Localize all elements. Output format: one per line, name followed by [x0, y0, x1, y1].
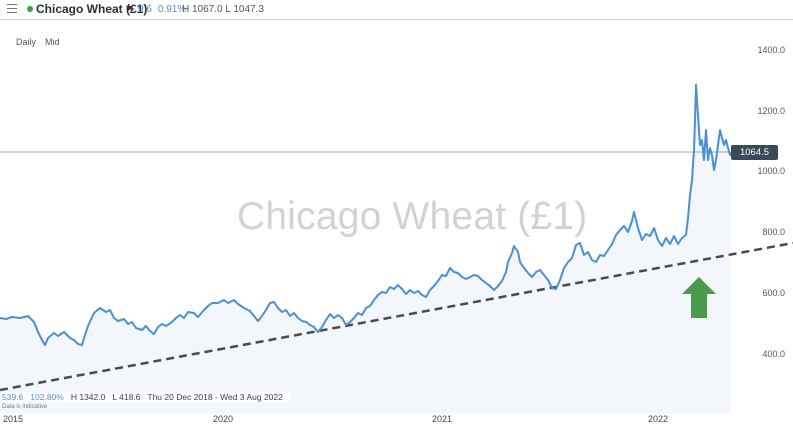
hamburger-menu-icon[interactable]: [7, 4, 17, 13]
range-low: L 418.6: [112, 392, 141, 402]
x-axis-label: 2020: [213, 414, 234, 424]
y-axis-label: 1200.0: [757, 106, 785, 116]
high-low: H 1067.0 L 1047.3: [182, 4, 264, 15]
trendline: [0, 241, 793, 392]
date-range: Thu 20 Dec 2018 - Wed 3 Aug 2022: [147, 392, 283, 402]
up-arrow-icon: [682, 277, 716, 318]
range-change: 539.6: [2, 392, 24, 402]
day-low: L 1047.3: [225, 4, 264, 15]
y-axis-label: 1000.0: [757, 166, 785, 176]
range-high: H 1342.0: [70, 392, 106, 402]
x-axis-label: 2021: [432, 414, 453, 424]
range-stats: 539.6 102.80% H 1342.0 L 418.6 Thu 20 Dec 20…: [2, 392, 290, 402]
chevron-down-icon[interactable]: [126, 6, 132, 11]
change-pct: 0.91%: [157, 4, 187, 15]
interval-selector[interactable]: Daily: [16, 37, 37, 47]
range-change-pct: 102.80%: [30, 392, 64, 402]
y-axis-label: 600.0: [762, 288, 785, 298]
data-indicative-note: Data is indicative: [2, 404, 48, 410]
market-status-icon: [27, 6, 33, 12]
price-area: [0, 85, 731, 413]
change-abs: 9.6: [138, 4, 152, 15]
x-axis-label: 2022: [648, 414, 669, 424]
price-line: [0, 84, 732, 346]
chart-watermark: Chicago Wheat (£1): [237, 195, 588, 238]
instrument-header: Chicago Wheat (£1) 9.6 0.91% H 1067.0 L 1…: [0, 0, 793, 20]
x-axis-label: 2015: [3, 414, 24, 424]
price-change: 9.6 0.91%: [138, 4, 186, 15]
y-axis-label: 800.0: [762, 227, 785, 237]
current-price-tag: 1064.5: [731, 145, 778, 160]
price-type-selector[interactable]: Mid: [45, 37, 60, 47]
y-axis-label: 400.0: [762, 349, 785, 359]
instrument-title[interactable]: Chicago Wheat (£1): [36, 2, 148, 16]
day-high: H 1067.0: [182, 4, 223, 15]
y-axis-label: 1400.0: [757, 45, 785, 55]
